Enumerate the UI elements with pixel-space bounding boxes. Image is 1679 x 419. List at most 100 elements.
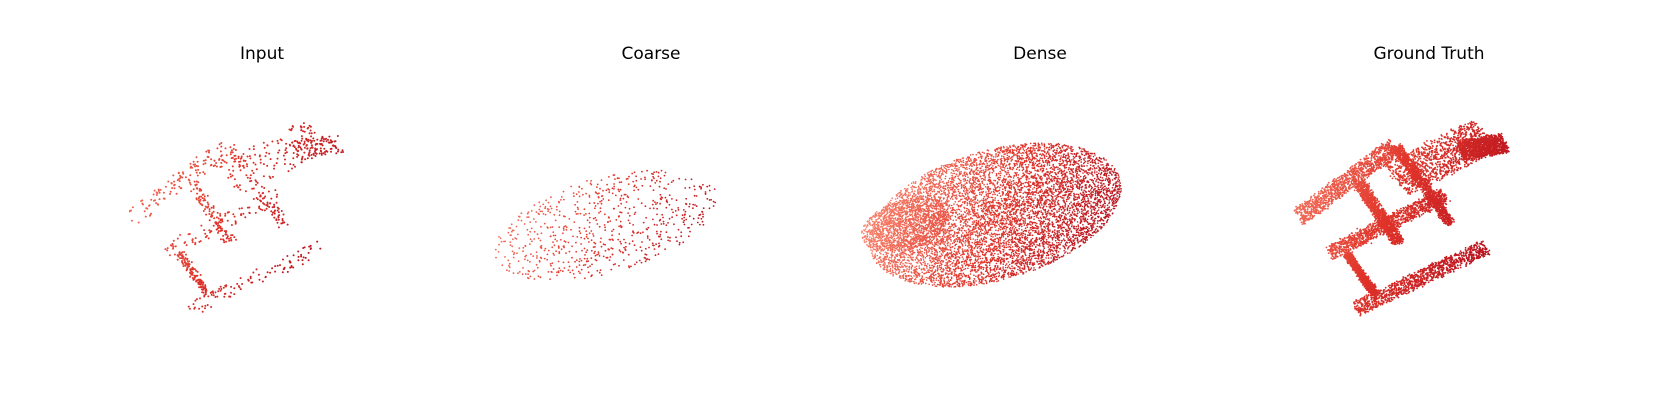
cloud-point	[693, 188, 696, 191]
cloud-point	[1007, 246, 1009, 248]
cloud-point	[280, 222, 283, 225]
cloud-point	[212, 205, 215, 208]
cloud-point	[988, 176, 990, 179]
cloud-point	[965, 261, 968, 264]
cloud-point	[913, 186, 915, 189]
cloud-point	[1053, 180, 1056, 182]
cloud-point	[585, 236, 588, 238]
cloud-point	[678, 241, 681, 244]
cloud-point	[911, 211, 914, 213]
cloud-point	[184, 264, 187, 267]
cloud-point	[596, 183, 599, 186]
cloud-point	[640, 202, 643, 205]
cloud-point	[1117, 178, 1120, 180]
cloud-point	[219, 212, 222, 215]
cloud-point	[213, 159, 216, 162]
cloud-point	[683, 216, 686, 219]
cloud-point	[930, 180, 933, 183]
cloud-point	[580, 259, 583, 262]
cloud-point	[938, 201, 940, 204]
cloud-point	[316, 138, 319, 141]
cloud-point	[281, 271, 284, 274]
cloud-point	[517, 233, 519, 236]
cloud-point	[595, 219, 598, 222]
cloud-point	[184, 261, 187, 264]
cloud-point	[1003, 244, 1005, 246]
cloud-point	[197, 168, 200, 171]
cloud-point	[512, 229, 515, 232]
cloud-point	[946, 275, 949, 278]
cloud-point	[628, 207, 631, 210]
cloud-point	[1026, 248, 1029, 250]
cloud-point	[934, 219, 937, 222]
cloud-point	[1048, 241, 1051, 244]
cloud-point	[1047, 236, 1050, 239]
cloud-point	[314, 147, 317, 150]
cloud-point	[626, 177, 629, 180]
cloud-point	[963, 268, 965, 271]
cloud-point	[1079, 192, 1082, 195]
cloud-point	[1010, 213, 1013, 216]
cloud-point	[706, 198, 709, 200]
cloud-point	[946, 261, 949, 263]
cloud-point	[682, 241, 685, 244]
cloud-point	[556, 240, 558, 242]
cloud-point	[889, 205, 892, 207]
cloud-point	[915, 186, 917, 189]
cloud-point	[195, 156, 198, 159]
cloud-point	[923, 278, 925, 281]
cloud-point	[1000, 211, 1003, 213]
cloud-point	[657, 175, 660, 178]
cloud-point	[577, 208, 579, 211]
cloud-point	[262, 175, 265, 178]
cloud-point	[888, 256, 891, 259]
cloud-point	[233, 143, 236, 146]
cloud-point	[930, 189, 933, 191]
cloud-point	[315, 152, 318, 155]
cloud-point	[896, 210, 898, 212]
cloud-point	[1072, 158, 1075, 160]
cloud-point	[996, 177, 999, 180]
cloud-point	[1055, 252, 1058, 254]
cloud-point	[249, 157, 252, 160]
cloud-point	[275, 195, 278, 198]
cloud-point	[1096, 210, 1099, 212]
cloud-point	[710, 198, 712, 201]
cloud-point	[570, 228, 572, 231]
cloud-point	[579, 232, 582, 235]
cloud-point	[892, 261, 894, 264]
cloud-point	[499, 237, 502, 240]
cloud-point	[611, 253, 614, 256]
cloud-point	[596, 253, 598, 256]
cloud-point	[637, 231, 640, 234]
cloud-point	[1068, 155, 1070, 158]
cloud-point	[1048, 152, 1050, 154]
cloud-point	[561, 270, 564, 273]
cloud-point	[1011, 249, 1014, 251]
cloud-point	[297, 149, 300, 152]
cloud-point	[1092, 224, 1094, 226]
cloud-point	[282, 213, 285, 216]
cloud-point	[1062, 177, 1065, 179]
cloud-point	[225, 161, 228, 164]
cloud-point	[947, 273, 949, 276]
cloud-point	[1099, 219, 1102, 222]
cloud-point	[654, 254, 657, 257]
cloud-point	[1063, 245, 1065, 248]
cloud-point	[1045, 231, 1048, 233]
cloud-point	[943, 236, 946, 238]
cloud-point	[1020, 204, 1023, 207]
cloud-point	[303, 130, 306, 133]
cloud-point	[967, 218, 970, 220]
cloud-point	[576, 206, 579, 209]
cloud-point	[265, 204, 268, 207]
cloud-point	[148, 204, 151, 207]
cloud-point	[185, 253, 187, 256]
cloud-point	[892, 266, 894, 269]
cloud-point	[508, 262, 511, 265]
cloud-point	[543, 249, 546, 252]
cloud-point	[935, 273, 937, 276]
cloud-point	[955, 219, 957, 221]
cloud-point	[980, 266, 983, 268]
cloud-point	[908, 203, 911, 206]
